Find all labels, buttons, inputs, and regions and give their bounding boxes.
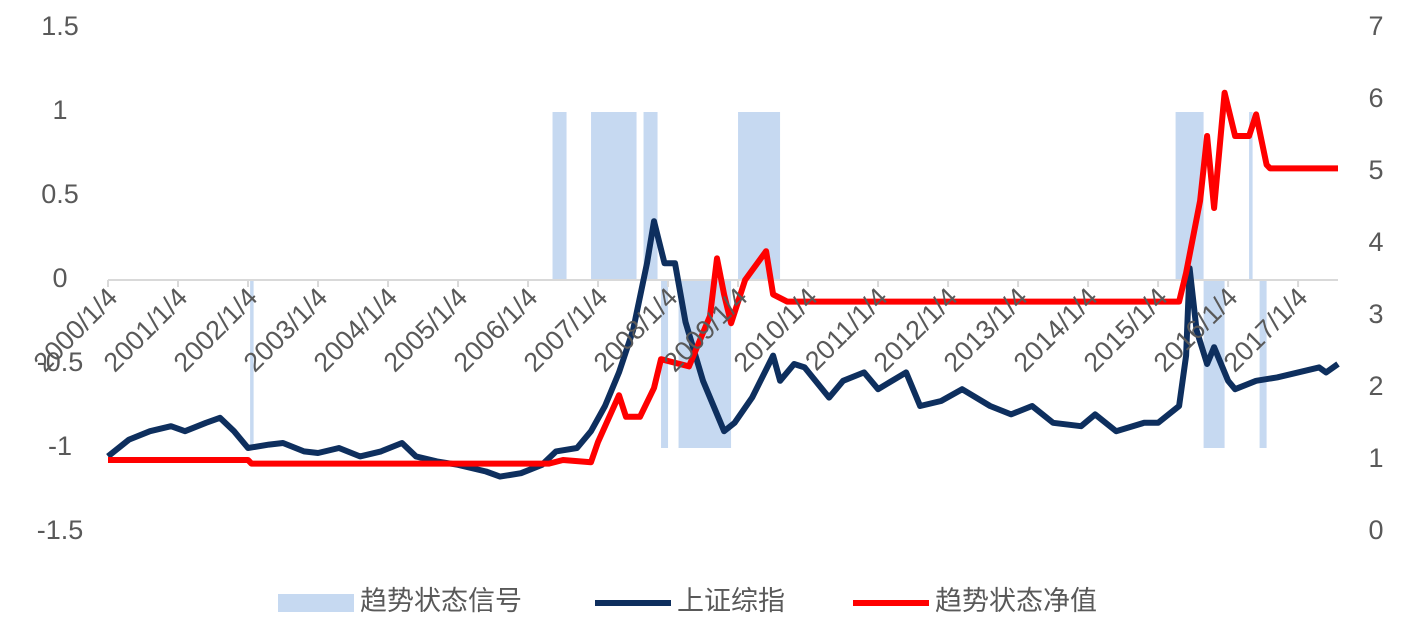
signal-bar (250, 280, 254, 448)
y2-tick-label: 6 (1368, 83, 1383, 113)
y-tick-label: -1.5 (37, 515, 84, 545)
y2-tick-label: 3 (1368, 299, 1383, 329)
lines (106, 89, 1340, 480)
y-tick-label: 1.5 (41, 11, 79, 41)
legend-swatch (278, 594, 354, 612)
signal-bar (738, 112, 781, 280)
y2-tick-label: 1 (1368, 443, 1383, 473)
signal-bar (1259, 280, 1267, 448)
signal-bars (250, 112, 1267, 448)
signal-bar (591, 112, 637, 280)
signal-bar (552, 112, 567, 280)
series-line (108, 89, 1338, 467)
y-tick-label: 0 (52, 263, 67, 293)
y2-tick-label: 5 (1368, 155, 1383, 185)
signal-bar (1249, 112, 1253, 280)
legend: 趋势状态信号 上证综指 趋势状态净值 (278, 586, 1097, 616)
signal-bar (661, 280, 669, 448)
legend-label: 上证综指 (677, 586, 785, 616)
y2-tick-label: 7 (1368, 11, 1383, 41)
y2-tick-label: 2 (1368, 371, 1383, 401)
series-line (106, 218, 1340, 480)
legend-label: 趋势状态信号 (360, 586, 522, 616)
y2-tick-label: 4 (1368, 227, 1383, 257)
y-tick-label: -1 (48, 431, 72, 461)
signal-bar (1203, 280, 1225, 448)
y2-tick-label: 0 (1368, 515, 1383, 545)
y-tick-label: 1 (52, 95, 67, 125)
legend-label: 趋势状态净值 (935, 586, 1097, 616)
y-tick-label: 0.5 (41, 179, 79, 209)
y-tick-label: -0.5 (37, 347, 84, 377)
